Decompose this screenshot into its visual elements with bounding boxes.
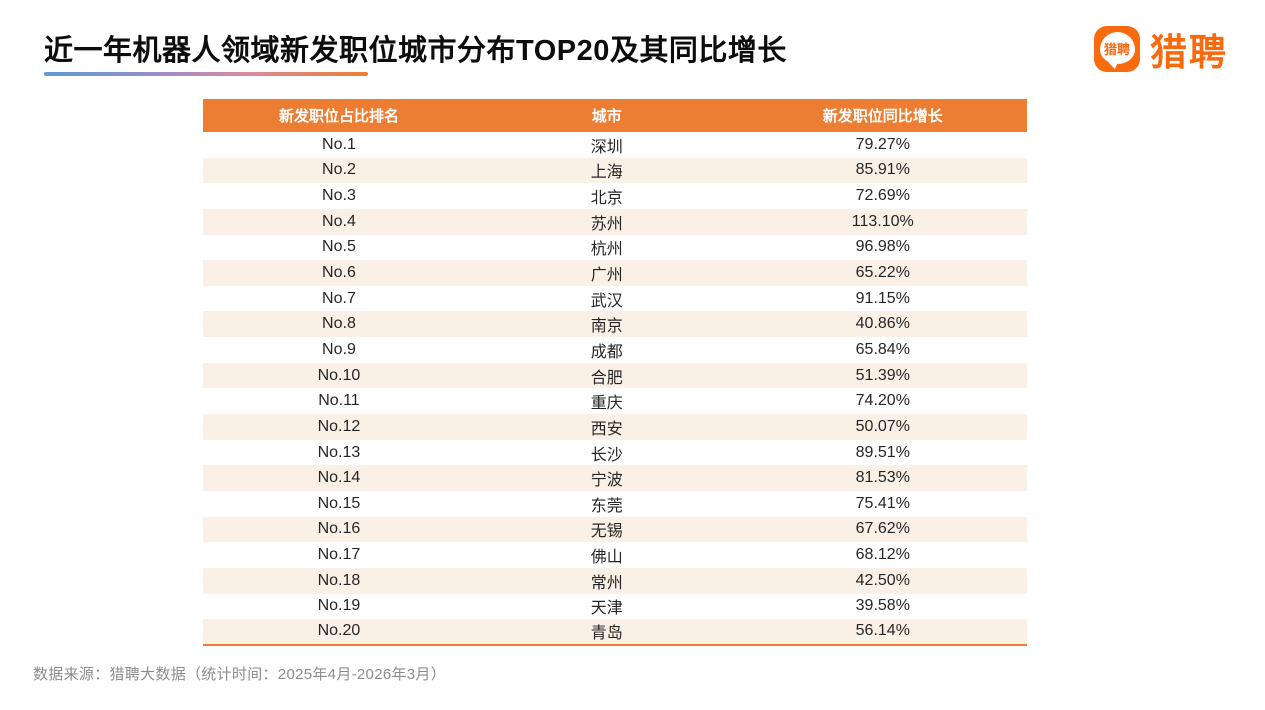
rank-cell: No.12	[203, 414, 475, 440]
growth-cell: 50.07%	[738, 414, 1027, 440]
growth-cell: 89.51%	[855, 443, 910, 461]
growth-cell: 65.84%	[855, 340, 910, 358]
table-row: No.4 苏州 113.10%	[203, 208, 1027, 235]
table-row: No.16 无锡 67.62%	[203, 516, 1027, 543]
growth-cell: 40.86%	[738, 311, 1027, 338]
logo-wordmark: 猎聘	[1150, 32, 1228, 73]
growth-cell: 85.91%	[738, 157, 1027, 184]
top20-cities-table: 新发职位占比排名 城市 新发职位同比增长 No.1 深圳 79.27% No.2 上海 8…	[203, 99, 1027, 646]
speech-bubble-icon: 猎聘	[1099, 32, 1135, 64]
growth-cell: 81.53%	[738, 465, 1027, 491]
city-cell: 合肥	[474, 362, 739, 389]
city-cell: 东莞	[590, 497, 623, 515]
growth-cell: 113.10%	[738, 208, 1027, 235]
rank-cell: No.13	[317, 443, 361, 461]
table-row: No.1 深圳 79.27%	[203, 132, 1027, 158]
table-header-row: 新发职位占比排名 城市 新发职位同比增长	[203, 99, 1027, 132]
growth-cell: 65.22%	[738, 260, 1027, 286]
logo-bubble-text: 猎聘	[1103, 41, 1130, 57]
city-cell: 苏州	[474, 208, 739, 235]
rank-cell: No.10	[203, 362, 475, 389]
rank-cell: No.9	[322, 340, 356, 358]
rank-cell: No.15	[317, 494, 361, 512]
city-cell: 杭州	[590, 241, 623, 259]
city-cell: 成都	[590, 343, 623, 361]
city-cell: 武汉	[590, 292, 623, 310]
rank-cell: No.4	[203, 208, 475, 235]
table-row: No.3 北京 72.69%	[203, 183, 1027, 209]
rank-cell: No.2	[203, 157, 475, 184]
growth-cell: 75.41%	[855, 494, 910, 512]
rank-cell: No.11	[318, 392, 360, 410]
city-cell: 重庆	[590, 395, 623, 413]
page-title: 近一年机器人领域新发职位城市分布TOP20及其同比增长	[44, 35, 787, 67]
city-cell: 青岛	[474, 619, 739, 645]
table-row: No.11 重庆 74.20%	[203, 388, 1027, 414]
growth-cell: 74.20%	[855, 392, 910, 410]
liepin-logo: 猎聘 猎聘	[1094, 22, 1228, 76]
rank-cell: No.18	[203, 567, 475, 594]
data-source-note: 数据来源：猎聘大数据（统计时间：2025年4月-2026年3月）	[33, 666, 447, 683]
table-header: 新发职位占比排名 城市 新发职位同比增长	[203, 99, 1027, 132]
table-row: No.5 杭州 96.98%	[203, 235, 1027, 261]
growth-cell: 96.98%	[855, 238, 910, 256]
table-row: No.20 青岛 56.14%	[203, 619, 1027, 645]
growth-cell: 39.58%	[855, 597, 910, 615]
table-row: No.10 合肥 51.39%	[203, 362, 1027, 389]
table-row: No.2 上海 85.91%	[203, 157, 1027, 184]
rank-cell: No.14	[203, 465, 475, 491]
city-cell: 长沙	[590, 446, 623, 464]
city-cell: 南京	[474, 311, 739, 338]
table-row: No.17 佛山 68.12%	[203, 542, 1027, 568]
table-row: No.14 宁波 81.53%	[203, 465, 1027, 491]
city-cell: 常州	[474, 567, 739, 594]
rank-cell: No.8	[203, 311, 475, 338]
table-row: No.15 东莞 75.41%	[203, 491, 1027, 517]
growth-cell: 79.27%	[855, 135, 910, 153]
growth-cell: 72.69%	[855, 187, 910, 205]
rank-cell: No.17	[317, 546, 361, 564]
table-body: No.1 深圳 79.27% No.2 上海 85.91% No.3 北京 72.69% No.4…	[203, 132, 1027, 645]
rank-cell: No.20	[203, 619, 475, 645]
rank-cell: No.1	[322, 135, 356, 153]
growth-cell: 42.50%	[738, 567, 1027, 594]
growth-cell: 91.15%	[855, 289, 910, 307]
liepin-logo-icon: 猎聘	[1094, 26, 1140, 72]
table-row: No.12 西安 50.07%	[203, 414, 1027, 440]
city-cell: 宁波	[474, 465, 739, 491]
city-cell: 北京	[590, 190, 623, 208]
table-row: No.13 长沙 89.51%	[203, 440, 1027, 466]
rank-cell: No.19	[317, 597, 361, 615]
city-cell: 深圳	[590, 138, 623, 156]
city-cell: 无锡	[474, 516, 739, 543]
growth-cell: 68.12%	[855, 546, 910, 564]
growth-cell: 56.14%	[738, 619, 1027, 645]
table-row: No.8 南京 40.86%	[203, 311, 1027, 338]
city-cell: 西安	[474, 414, 739, 440]
rank-cell: No.3	[322, 187, 356, 205]
table-row: No.9 成都 65.84%	[203, 337, 1027, 363]
title-underline-gradient	[44, 72, 368, 76]
table-row: No.19 天津 39.58%	[203, 594, 1027, 620]
table-row: No.7 武汉 91.15%	[203, 286, 1027, 312]
table-row: No.18 常州 42.50%	[203, 567, 1027, 594]
rank-cell: No.5	[322, 238, 356, 256]
city-cell: 上海	[474, 157, 739, 184]
city-cell: 佛山	[590, 549, 623, 567]
city-cell: 天津	[590, 600, 623, 618]
rank-cell: No.7	[322, 289, 356, 307]
rank-cell: No.16	[203, 516, 475, 543]
city-cell: 广州	[474, 260, 739, 286]
column-header-city: 城市	[474, 99, 739, 132]
column-header-growth: 新发职位同比增长	[738, 99, 1027, 132]
table-row: No.6 广州 65.22%	[203, 260, 1027, 286]
rank-cell: No.6	[203, 260, 475, 286]
growth-cell: 67.62%	[738, 516, 1027, 543]
growth-cell: 51.39%	[738, 362, 1027, 389]
column-header-rank: 新发职位占比排名	[203, 99, 475, 132]
